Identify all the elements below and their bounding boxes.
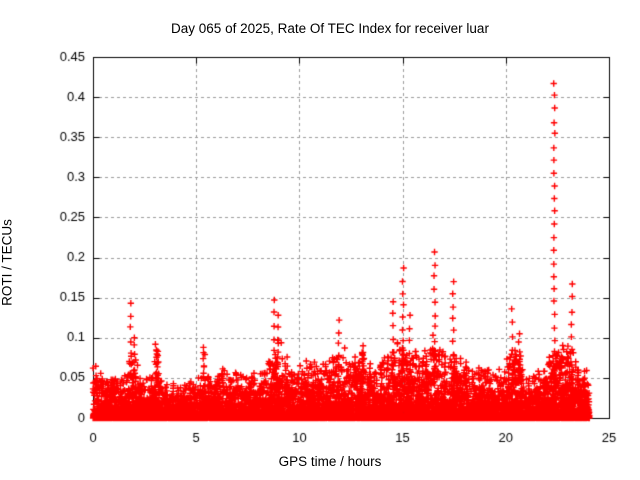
roti-chart-window: Day 065 of 2025, Rate Of TEC Index for r… (0, 0, 640, 480)
plot-canvas (0, 0, 640, 480)
